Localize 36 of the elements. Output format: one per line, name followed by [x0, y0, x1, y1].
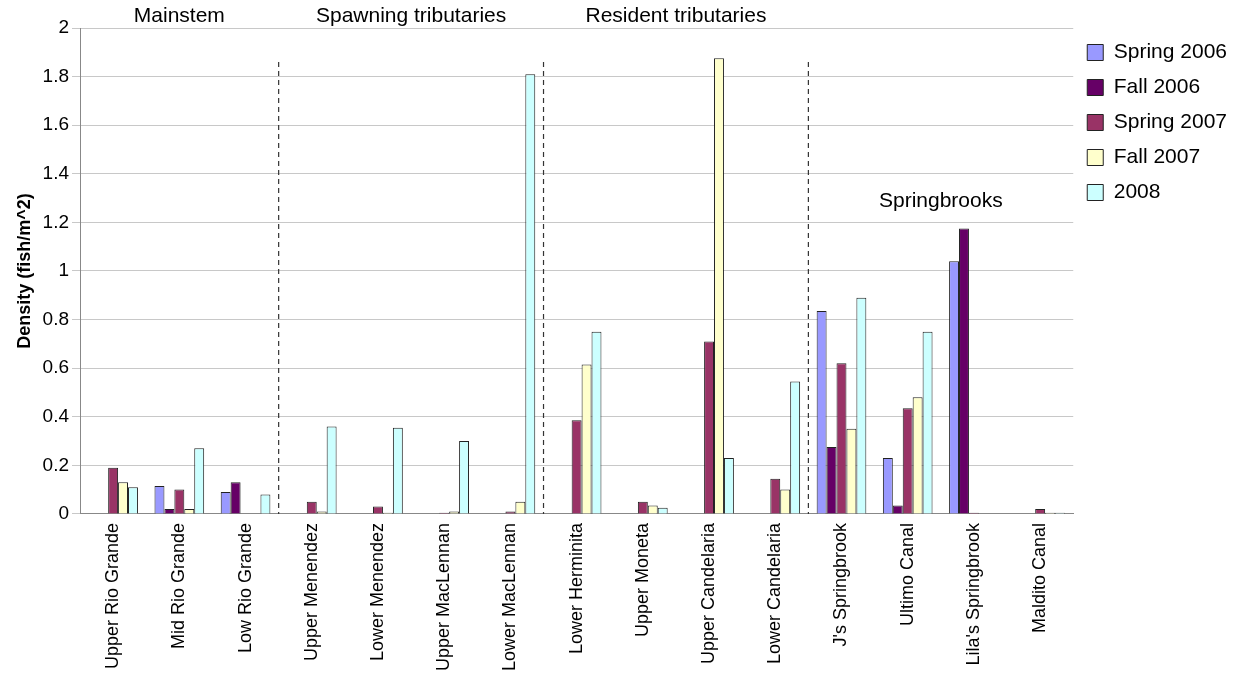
x-tick-label: Upper Menendez: [300, 522, 321, 661]
y-tick-label: 0.2: [42, 453, 70, 475]
y-tick-label: 1.6: [42, 113, 70, 135]
y-tick-label: 0.4: [42, 404, 70, 426]
text: Resident tributaries: [585, 3, 767, 27]
legend-label: Spring 2007: [1113, 109, 1228, 133]
x-tick-label: Upper Moneta: [631, 521, 652, 637]
x-tick-label: Lila's Springbrook: [962, 521, 983, 666]
x-tick-label: Lower MacLennan: [499, 522, 520, 672]
x-tick-label: Ultimo Canal: [896, 522, 917, 626]
y-axis-title: Density (fish/m^2): [13, 193, 34, 349]
x-tick-label: Lower Menendez: [366, 522, 387, 661]
text: Mainstem: [133, 3, 225, 27]
x-tick-label: Upper MacLennan: [433, 522, 454, 672]
legend-label: Spring 2006: [1113, 39, 1228, 63]
x-tick-label: Upper Candelaria: [698, 521, 719, 664]
text: Spawning tributaries: [315, 3, 507, 27]
y-tick-label: 0.6: [42, 356, 70, 378]
x-tick-label: Lower Candelaria: [764, 521, 785, 664]
y-tick-label: 1.8: [42, 64, 70, 86]
x-tick-label: Low Rio Grande: [234, 522, 255, 653]
x-tick-label: Maldito Canal: [1029, 522, 1050, 633]
y-tick-label: 1.2: [42, 210, 70, 232]
y-tick-label: 1: [58, 259, 70, 281]
legend-label: Fall 2006: [1113, 74, 1201, 98]
x-tick-label: Lower Herminita: [565, 521, 586, 654]
y-tick-label: 1.4: [42, 162, 70, 184]
legend-label: 2008: [1113, 179, 1161, 203]
annotation: Springbrooks: [878, 188, 1003, 212]
x-tick-label: Mid Rio Grande: [168, 522, 189, 649]
y-tick-label: 0: [58, 502, 70, 524]
x-tick-label: J's Springbrook: [830, 521, 851, 647]
x-tick-label: Upper Rio Grande: [102, 522, 123, 669]
y-tick-label: 0.8: [42, 307, 70, 329]
y-tick-label: 2: [58, 16, 70, 38]
legend-label: Fall 2007: [1113, 144, 1201, 168]
